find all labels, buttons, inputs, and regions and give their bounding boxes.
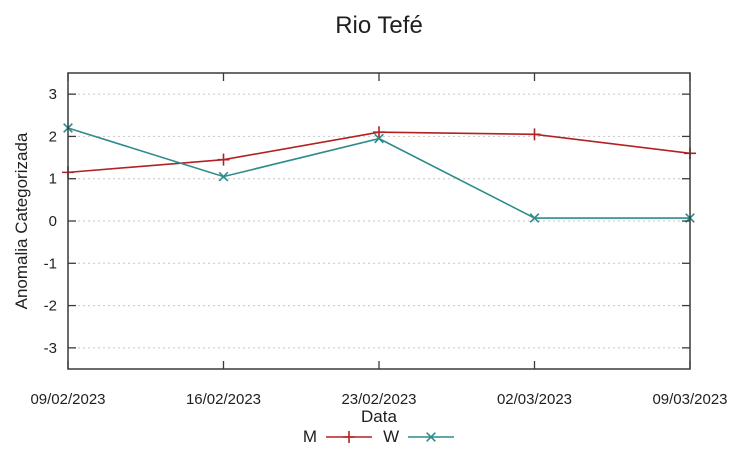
x-axis-label: Data (361, 407, 397, 426)
y-tick-label: -3 (44, 340, 57, 357)
y-tick-label: 0 (49, 213, 57, 230)
data-point-marker-m (217, 153, 230, 166)
x-tick-label: 09/03/2023 (652, 391, 727, 408)
x-tick-label: 02/03/2023 (497, 391, 572, 408)
data-point-marker-m (528, 128, 541, 141)
y-tick-label: -2 (44, 298, 57, 315)
y-tick-label: -1 (44, 255, 57, 272)
chart-title: Rio Tefé (335, 12, 423, 39)
x-tick-label: 23/02/2023 (341, 391, 416, 408)
legend-sample-marker (343, 431, 356, 443)
legend-label-w: W (383, 427, 400, 446)
data-point-marker-w (374, 133, 384, 144)
legend-item-m: M (303, 427, 373, 447)
y-tick-label: 2 (49, 128, 57, 145)
legend-line-sample-w (408, 432, 455, 442)
y-tick-label: 3 (49, 86, 57, 103)
legend-line-sample-m (326, 431, 373, 443)
legend-item-w: W (383, 427, 455, 447)
data-point-marker-m (373, 126, 385, 139)
legend-sample-marker (426, 432, 436, 442)
legend-label-m: M (302, 427, 318, 446)
data-point-marker-w (218, 171, 229, 182)
y-tick-label: 1 (49, 171, 57, 188)
x-tick-label: 09/02/2023 (30, 391, 105, 408)
legend: M W (68, 427, 690, 447)
x-tick-label: 16/02/2023 (186, 391, 261, 408)
data-point-marker-w (529, 213, 540, 223)
